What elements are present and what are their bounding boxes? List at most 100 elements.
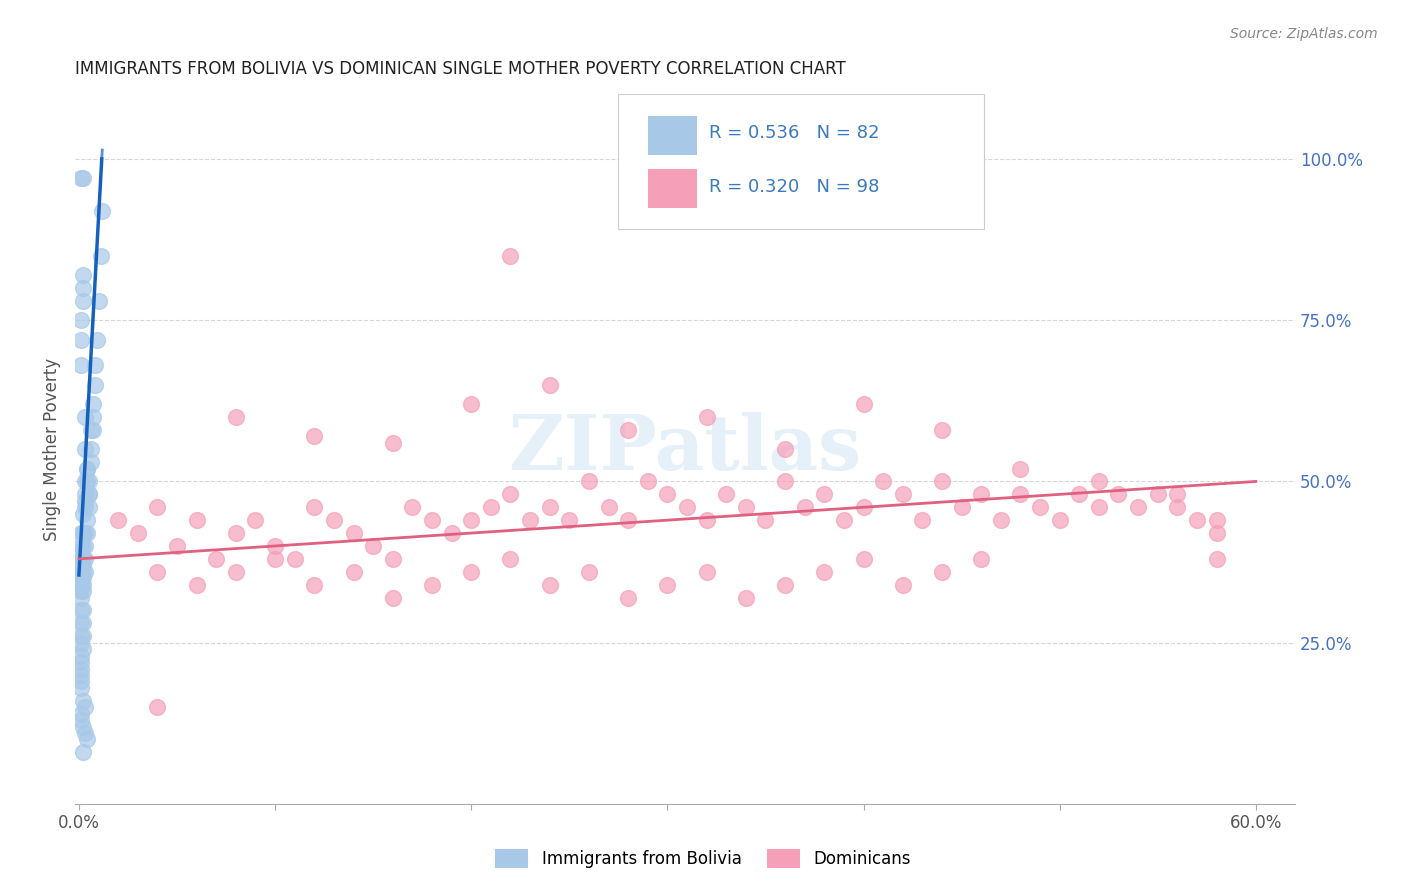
Point — [91, 203, 114, 218]
Point — [72, 281, 94, 295]
Point — [72, 577, 94, 591]
Point — [304, 577, 326, 591]
Point — [83, 377, 105, 392]
Point — [499, 487, 522, 501]
Point — [479, 500, 502, 515]
Point — [70, 591, 93, 605]
Point — [734, 500, 756, 515]
Point — [70, 333, 93, 347]
Point — [911, 513, 934, 527]
Point — [891, 577, 914, 591]
Point — [77, 487, 100, 501]
Point — [87, 293, 110, 308]
Point — [657, 487, 679, 501]
Point — [225, 526, 247, 541]
Point — [72, 539, 94, 553]
Point — [950, 500, 973, 515]
Point — [342, 565, 364, 579]
Point — [931, 475, 953, 489]
Point — [70, 603, 93, 617]
Legend: Immigrants from Bolivia, Dominicans: Immigrants from Bolivia, Dominicans — [488, 842, 918, 875]
Point — [82, 423, 104, 437]
Point — [76, 461, 98, 475]
Point — [70, 706, 93, 721]
Point — [1088, 500, 1111, 515]
Point — [70, 681, 93, 695]
Point — [70, 571, 93, 585]
Point — [284, 552, 307, 566]
Point — [1088, 475, 1111, 489]
Point — [381, 591, 404, 605]
Point — [538, 577, 561, 591]
Point — [186, 577, 208, 591]
Point — [852, 552, 875, 566]
Bar — [648, 116, 697, 154]
Text: R = 0.320   N = 98: R = 0.320 N = 98 — [710, 178, 880, 195]
Point — [70, 171, 93, 186]
Point — [72, 552, 94, 566]
Point — [70, 558, 93, 573]
Point — [519, 513, 541, 527]
Point — [538, 500, 561, 515]
Point — [72, 629, 94, 643]
Point — [73, 700, 96, 714]
Point — [76, 513, 98, 527]
Point — [1069, 487, 1091, 501]
Point — [381, 435, 404, 450]
Point — [72, 558, 94, 573]
Point — [832, 513, 855, 527]
Point — [76, 526, 98, 541]
Point — [72, 268, 94, 282]
Point — [72, 293, 94, 308]
Y-axis label: Single Mother Poverty: Single Mother Poverty — [44, 358, 60, 541]
Point — [499, 552, 522, 566]
Point — [499, 249, 522, 263]
Point — [793, 500, 815, 515]
Point — [401, 500, 423, 515]
Point — [1010, 487, 1032, 501]
Point — [1010, 461, 1032, 475]
Point — [342, 526, 364, 541]
Point — [166, 539, 188, 553]
Point — [72, 616, 94, 631]
Point — [1166, 487, 1188, 501]
Point — [1205, 552, 1227, 566]
Point — [89, 249, 111, 263]
Point — [76, 732, 98, 747]
Point — [80, 455, 103, 469]
Bar — [648, 169, 697, 208]
Point — [676, 500, 699, 515]
Point — [598, 500, 620, 515]
Point — [70, 577, 93, 591]
Point — [813, 487, 835, 501]
Point — [73, 526, 96, 541]
Point — [617, 423, 640, 437]
Point — [264, 552, 287, 566]
Point — [1166, 500, 1188, 515]
Point — [107, 513, 129, 527]
Point — [70, 661, 93, 675]
Point — [70, 359, 93, 373]
Point — [70, 526, 93, 541]
Text: ZIPatlas: ZIPatlas — [509, 412, 862, 486]
Point — [73, 565, 96, 579]
Point — [86, 333, 108, 347]
Point — [578, 565, 600, 579]
Point — [460, 565, 482, 579]
Point — [77, 475, 100, 489]
Point — [146, 500, 169, 515]
Point — [70, 545, 93, 559]
Point — [70, 668, 93, 682]
Point — [245, 513, 267, 527]
Point — [460, 513, 482, 527]
Point — [361, 539, 384, 553]
Point — [578, 475, 600, 489]
Point — [1146, 487, 1168, 501]
Point — [538, 377, 561, 392]
Point — [1126, 500, 1149, 515]
Point — [1108, 487, 1130, 501]
Point — [264, 539, 287, 553]
Point — [72, 584, 94, 599]
Point — [970, 552, 993, 566]
Point — [754, 513, 776, 527]
